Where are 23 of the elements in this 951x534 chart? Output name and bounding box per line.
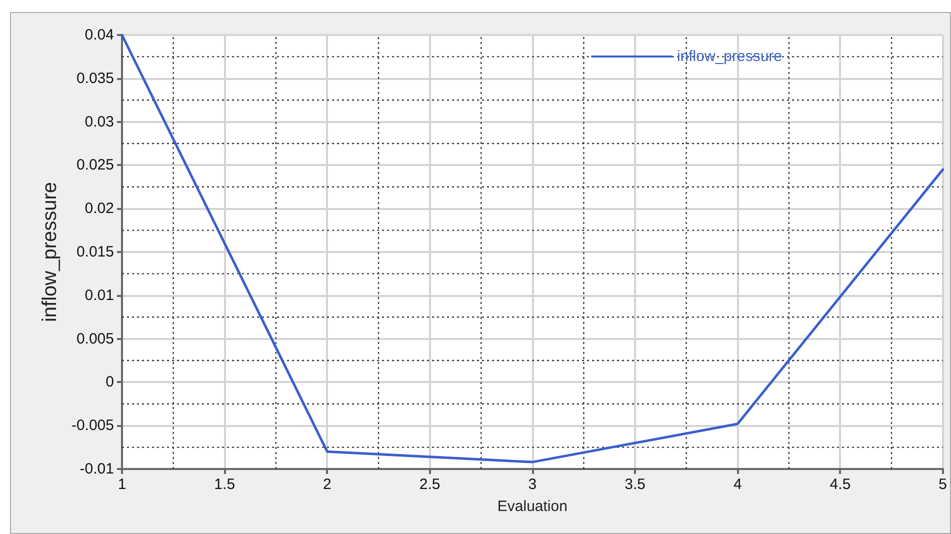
x-tick-label: 4.5 (830, 476, 851, 493)
y-tick-label: -0.005 (71, 417, 114, 434)
x-tick-label: 5 (938, 476, 947, 493)
y-tick-label: 0.01 (84, 286, 114, 304)
y-tick-label: 0 (106, 374, 114, 391)
text: inflow_pressure (676, 48, 782, 65)
y-tick-label: 0.04 (84, 26, 114, 44)
y-tick-label: 0.015 (76, 244, 114, 260)
x-tick-label: 2.5 (419, 476, 440, 493)
x-tick-label: 1 (118, 476, 126, 493)
x-tick-label: 3 (528, 476, 537, 493)
y-tick-label: 0.005 (76, 330, 114, 348)
y-tick-label: -0.01 (80, 460, 114, 478)
x-axis-title: Evaluation (497, 498, 568, 515)
x-tick-label: 3.5 (624, 476, 646, 493)
x-tick-label: 1.5 (214, 476, 236, 493)
y-tick-label: 0.02 (84, 200, 114, 218)
y-tick-label: 0.025 (76, 156, 114, 174)
y-axis-title: inflow_pressure (39, 182, 61, 322)
x-tick-label: 4 (733, 476, 742, 493)
y-tick-label: 0.035 (76, 70, 114, 87)
x-tick-label: 2 (323, 476, 332, 493)
y-tick-label: 0.03 (84, 113, 114, 130)
